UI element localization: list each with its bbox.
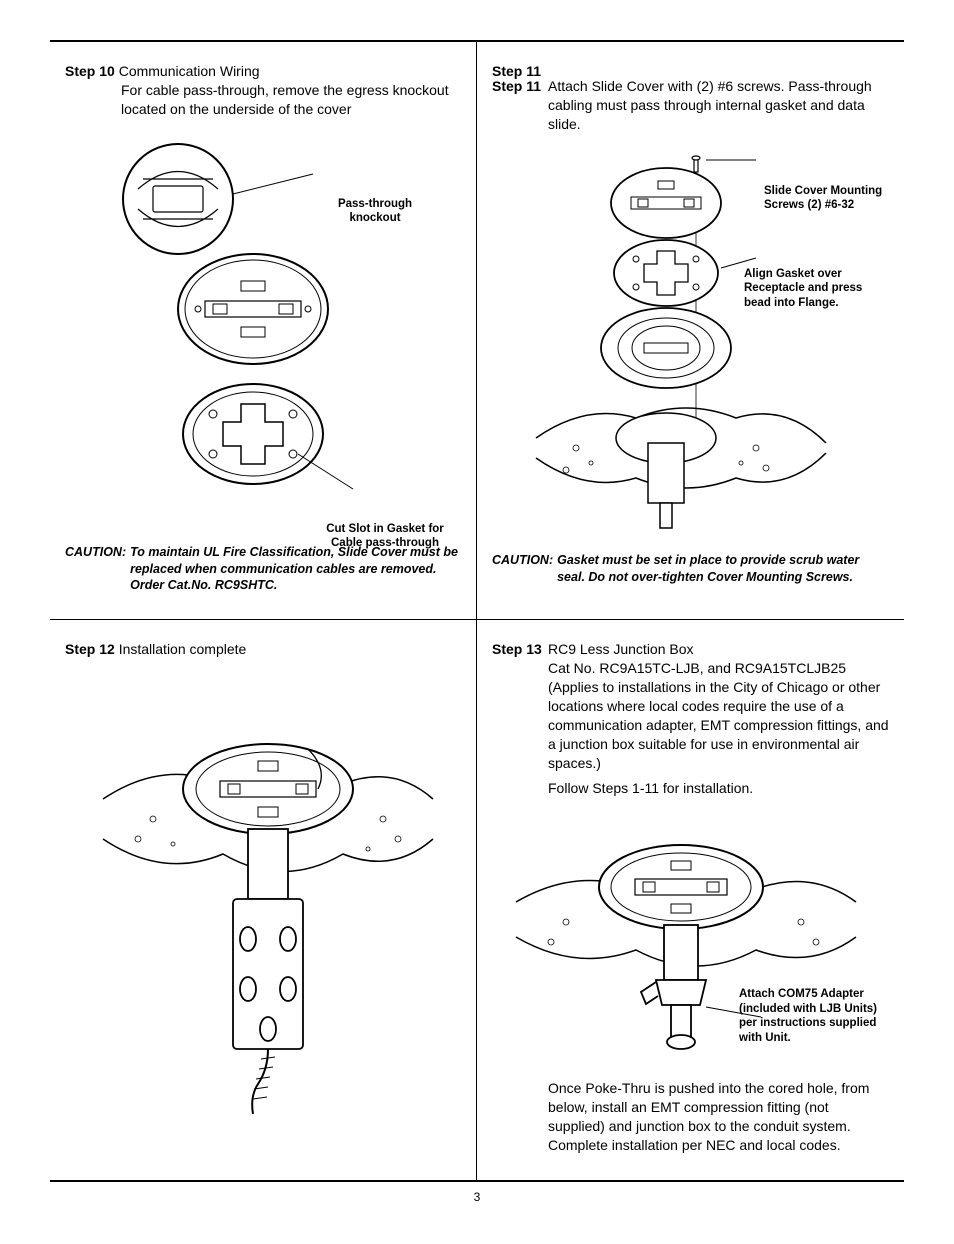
step10-diagram: Pass-through knockout Cut Slot in Gasket… xyxy=(65,134,461,504)
step10-callout-top: Pass-through knockout xyxy=(320,197,430,226)
cell-step-12: Step 12 Installation complete xyxy=(50,620,477,1180)
cell-step-11: Step 11 Step 11 Step 11 Attach Slide Cov… xyxy=(477,42,904,620)
step11-callout-gasket: Align Gasket over Receptacle and press b… xyxy=(744,267,884,310)
step10-number: Step 10 xyxy=(65,63,115,79)
step10-caution: CAUTION: To maintain UL Fire Classificat… xyxy=(65,544,461,595)
step10-title: Communication Wiring xyxy=(119,63,260,79)
step13-header: Step 13 RC9 Less Junction Box Cat No. RC… xyxy=(492,640,889,797)
step10-body: For cable pass-through, remove the egres… xyxy=(121,81,461,119)
caution-label: CAUTION: xyxy=(65,544,130,595)
cell-step-10: Step 10 Communication Wiring For cable p… xyxy=(50,42,477,620)
step11-callout-screws: Slide Cover Mounting Screws (2) #6-32 xyxy=(764,184,884,213)
caution11-body: Gasket must be set in place to provide s… xyxy=(557,552,889,586)
step13-callout-adapter: Attach COM75 Adapter (included with LJB … xyxy=(739,987,889,1045)
page: Step 10 Communication Wiring For cable p… xyxy=(50,40,904,1204)
page-number: 3 xyxy=(50,1182,904,1204)
step12-title: Installation complete xyxy=(119,641,247,657)
step11-title2: Attach Slide Cover with (2) #6 screws. P… xyxy=(548,77,889,134)
instruction-grid: Step 10 Communication Wiring For cable p… xyxy=(50,42,904,1180)
caution-body: To maintain UL Fire Classification, Slid… xyxy=(130,544,461,595)
step13-title: RC9 Less Junction Box xyxy=(548,641,694,657)
step11-num2: Step 11 xyxy=(492,77,548,134)
step13-body2: Follow Steps 1-11 for installation. xyxy=(548,780,753,796)
step12-diagram xyxy=(65,689,461,1129)
cell-step-13: Step 13 RC9 Less Junction Box Cat No. RC… xyxy=(477,620,904,1180)
step12-number: Step 12 xyxy=(65,641,115,657)
step10-header: Step 10 Communication Wiring For cable p… xyxy=(65,62,461,119)
step13-diagram: Attach COM75 Adapter (included with LJB … xyxy=(492,807,889,1067)
caution11-label: CAUTION: xyxy=(492,552,557,586)
step13-bottom-para: Once Poke-Thru is pushed into the cored … xyxy=(548,1079,889,1155)
step10-svg xyxy=(83,134,443,504)
step13-body1: Cat No. RC9A15TC-LJB, and RC9A15TCLJB25 … xyxy=(548,660,889,770)
step13-num: Step 13 xyxy=(492,640,548,797)
step11-header-real: Step 11 Attach Slide Cover with (2) #6 s… xyxy=(492,77,889,134)
step12-header: Step 12 Installation complete xyxy=(65,640,461,659)
step11-caution: CAUTION: Gasket must be set in place to … xyxy=(492,552,889,586)
step11-diagram: Slide Cover Mounting Screws (2) #6-32 Al… xyxy=(492,148,889,538)
step10-callout-bottom: Cut Slot in Gasket for Cable pass-throug… xyxy=(315,522,455,551)
step12-svg xyxy=(83,689,443,1129)
